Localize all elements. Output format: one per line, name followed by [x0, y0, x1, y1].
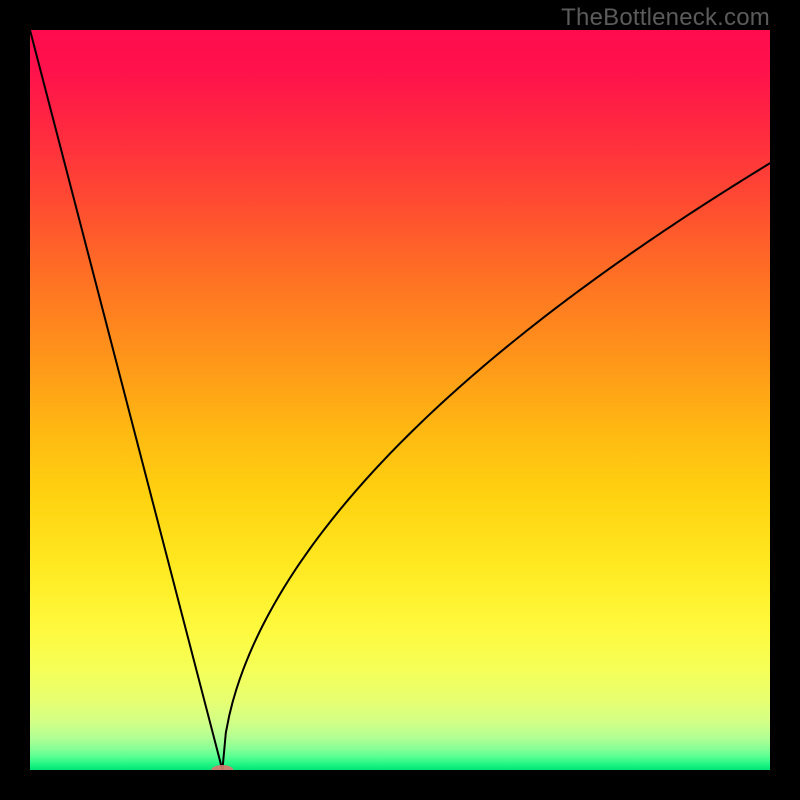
chart-frame: TheBottleneck.com	[0, 0, 800, 800]
minimum-marker	[211, 765, 233, 770]
plot-svg	[30, 30, 770, 770]
bottleneck-curve	[30, 30, 770, 770]
watermark-text: TheBottleneck.com	[561, 4, 770, 32]
plot-area	[30, 30, 770, 770]
